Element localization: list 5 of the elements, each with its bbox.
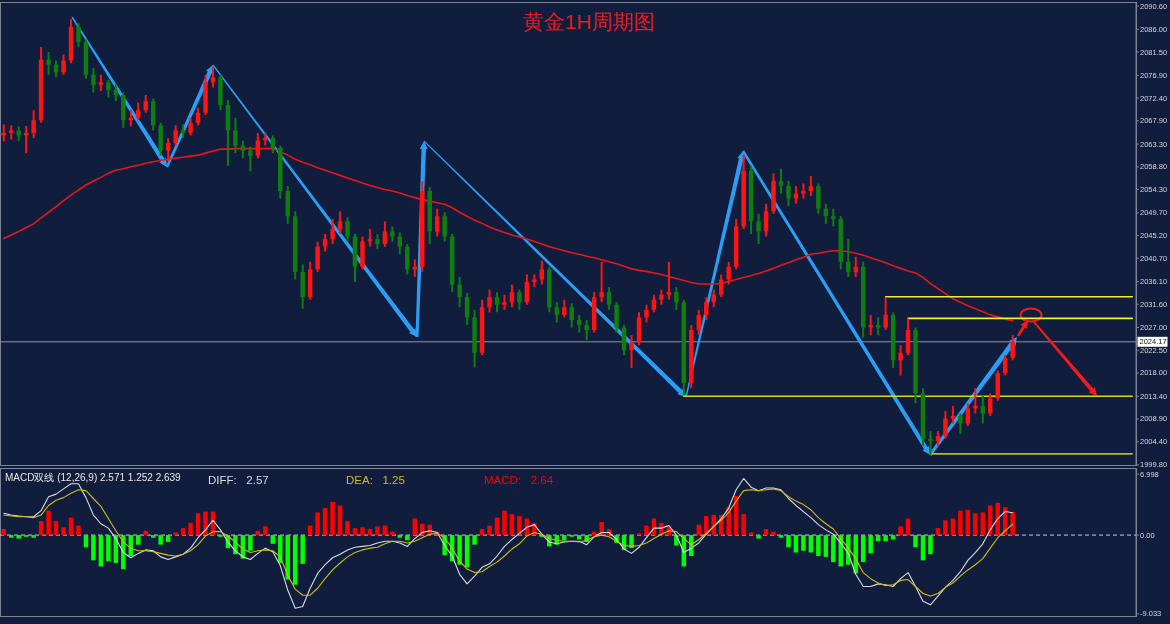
text: DEA: 1.25 xyxy=(346,474,405,486)
text: MACD: 2.64 xyxy=(484,474,554,486)
chart-title: MACD双线 (12,26,9) 2.571 1.252 2.639 xyxy=(5,472,182,483)
text: DIFF: 2.57 xyxy=(208,474,269,486)
chart-title: 黄金1H周期图 xyxy=(523,10,655,33)
